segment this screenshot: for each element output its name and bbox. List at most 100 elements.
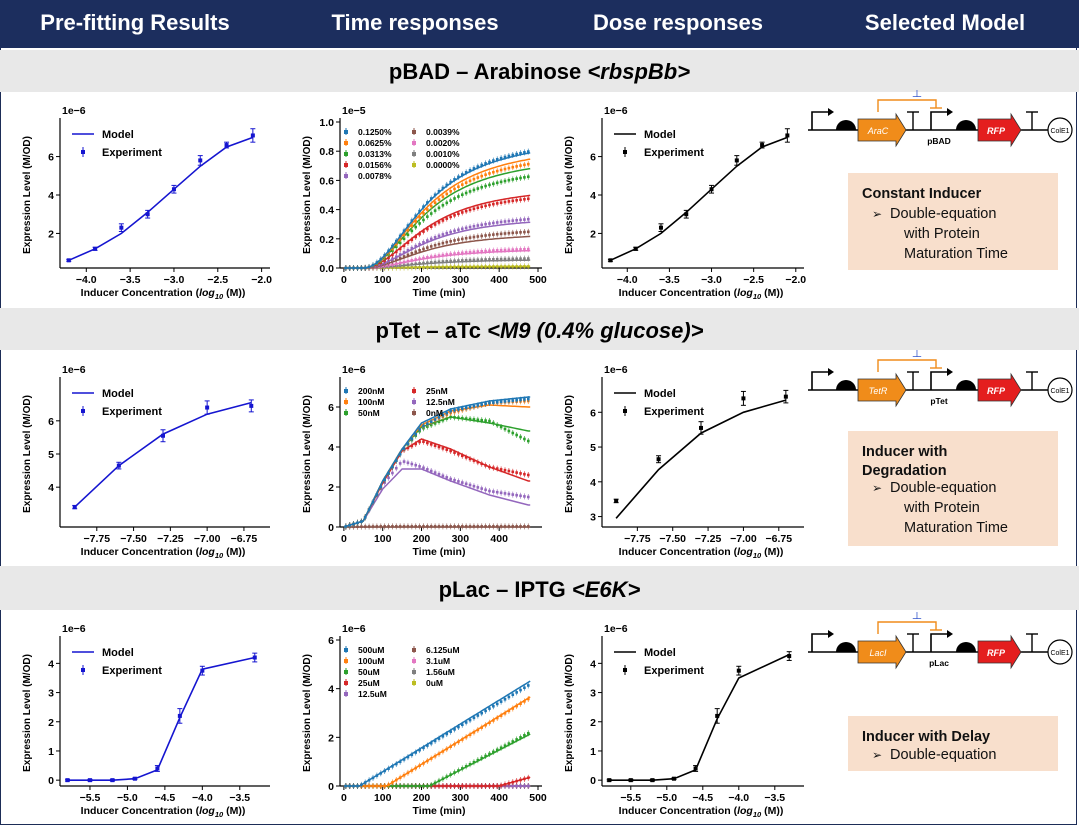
x-axis-label: Time (min): [413, 805, 466, 817]
experiment-point: [499, 700, 503, 703]
repressor-gene-icon: [857, 634, 907, 670]
experiment-point: [437, 198, 441, 201]
model-line: [67, 656, 255, 781]
experiment-point: [492, 525, 495, 528]
experiment-point: [414, 235, 418, 239]
experiment-point: [523, 230, 526, 234]
experiment-point: [492, 750, 495, 754]
experiment-point: [492, 249, 495, 252]
experiment-point: [464, 209, 468, 213]
experiment-point: [406, 461, 410, 465]
experiment-point: [363, 266, 367, 270]
experiment-point: [352, 266, 355, 270]
experiment-point: [468, 762, 472, 766]
experiment-point: [519, 525, 522, 528]
chart-pbad-prefit: −4.0 −3.5 −3.0 −2.5 −2.0 2 4 6 1e−6 Expression Le…: [22, 105, 272, 301]
x-tick-label: 300: [452, 274, 470, 286]
experiment-point: [476, 460, 480, 464]
experiment-point: [507, 154, 511, 158]
experiment-point: [499, 248, 503, 252]
experiment-point: [387, 249, 390, 253]
experiment-point: [507, 742, 511, 745]
y-tick-label: 1: [590, 746, 596, 758]
experiment-point: [472, 404, 476, 408]
experiment-point: [429, 757, 433, 760]
experiment-point: [445, 784, 449, 788]
experiment-point: [503, 265, 507, 268]
legend-label: 100uM: [358, 656, 384, 666]
experiment-point: [252, 655, 257, 660]
model-box-plac: Inducer with Delay ➢ Double-equation: [848, 716, 1058, 771]
experiment-point: [480, 462, 484, 466]
experiment-point: [414, 766, 418, 770]
promoter-arrowhead-icon: [828, 368, 834, 376]
experiment-point: [402, 447, 406, 450]
model-title: Inducer with Delay: [862, 729, 991, 745]
experiment-point: [472, 760, 476, 764]
experiment-point: [426, 422, 429, 426]
model-line: [68, 136, 254, 262]
experiment-point: [449, 730, 452, 733]
experiment-point: [402, 229, 406, 233]
legend-label: 12.5uM: [358, 689, 387, 699]
experiment-point: [224, 143, 229, 148]
x-tick-label: 200: [413, 533, 431, 545]
legend-experiment-label: Experiment: [102, 406, 162, 418]
experiment-point: [426, 525, 429, 528]
experiment-point: [363, 515, 367, 519]
experiment-point: [480, 258, 484, 261]
experiment-point: [503, 525, 507, 528]
experiment-point: [426, 744, 429, 747]
experiment-point: [375, 261, 379, 264]
experiment-point: [488, 233, 491, 237]
y-axis-label: Expression Level (M/OD): [564, 395, 575, 513]
experiment-point: [519, 151, 522, 155]
x-tick-label: −5.5: [620, 792, 641, 804]
experiment-point: [488, 249, 491, 253]
experiment-point: [437, 472, 441, 476]
legend-swatch: [412, 670, 416, 674]
experiment-point: [511, 248, 515, 251]
experiment-point: [457, 740, 460, 744]
experiment-point: [511, 470, 515, 474]
experiment-point: [495, 716, 499, 720]
experiment-point: [422, 218, 425, 222]
x-tick-label: −6.75: [765, 533, 792, 545]
experiment-point: [418, 525, 421, 528]
legend-label: 0.1250%: [358, 127, 392, 137]
arrow-bullet-icon: ➢: [872, 748, 883, 762]
experiment-point: [363, 781, 367, 784]
rbs-icon: [956, 642, 976, 652]
experiment-point: [352, 522, 355, 526]
experiment-point: [418, 764, 421, 768]
experiment-point: [492, 704, 495, 708]
experiment-point: [495, 525, 499, 528]
repressor-gene-icon: [857, 112, 907, 148]
experiment-point: [453, 478, 456, 482]
experiment-point: [499, 232, 503, 236]
legend-swatch: [344, 681, 348, 685]
experiment-point: [515, 691, 518, 694]
experiment-point: [492, 265, 495, 268]
y-axis-label: Expression Level (M/OD): [302, 654, 313, 772]
experiment-point: [523, 525, 526, 528]
experiment-point: [693, 766, 698, 771]
legend-label: 25uM: [358, 678, 380, 688]
experiment-point: [495, 181, 499, 185]
experiment-point: [526, 150, 530, 153]
experiment-point: [371, 525, 375, 528]
experiment-point: [519, 688, 522, 692]
model-item: Maturation Time: [904, 520, 1008, 536]
experiment-point: [445, 775, 449, 778]
experiment-point: [414, 432, 418, 436]
experiment-point: [503, 167, 507, 171]
experiment-point: [495, 702, 499, 706]
legend-model-label: Model: [102, 129, 134, 141]
experiment-point: [523, 777, 526, 781]
experiment-point: [406, 233, 410, 237]
x-tick-label: −6.75: [231, 533, 258, 545]
chart-pbad-dose: −4.0 −3.5 −3.0 −2.5 −2.0 2 4 6 1e−6 Expression Le…: [564, 105, 806, 301]
promoter-arrow-icon: [930, 633, 947, 652]
experiment-point: [499, 784, 503, 787]
x-tick-label: −5.0: [117, 792, 138, 804]
